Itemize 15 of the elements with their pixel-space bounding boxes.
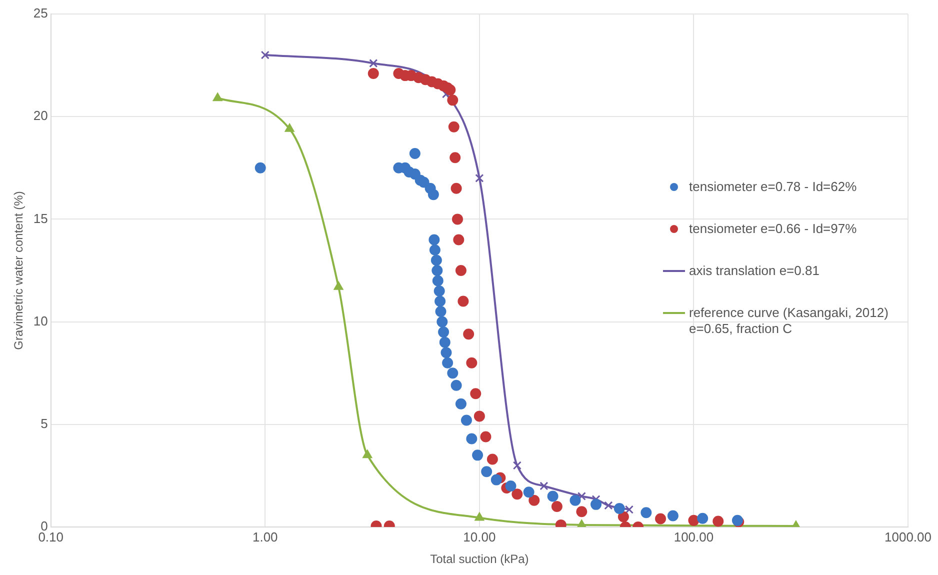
legend-label: tensiometer e=0.66 - Id=97% [689, 220, 857, 236]
y-tick-label: 10 [33, 313, 48, 328]
legend-label: reference curve (Kasangaki, 2012) e=0.65, fraction C [689, 304, 888, 336]
y-tick-label: 25 [33, 6, 48, 21]
x-tick-label: 1000.00 [884, 529, 932, 544]
x-axis-title: Total suction (kPa) [430, 552, 529, 566]
x-tick-label: 1.00 [252, 529, 278, 544]
x-tick-label: 100.00 [674, 529, 714, 544]
y-tick-label: 5 [40, 416, 48, 431]
y-tick-label: 15 [33, 210, 48, 226]
legend-label: tensiometer e=0.78 - Id=62% [689, 178, 857, 194]
x-tick-label: 10.00 [463, 529, 496, 544]
y-tick-label: 20 [33, 108, 48, 124]
y-axis-title: Gravimetric water content (%) [12, 191, 26, 350]
legend-label: axis translation e=0.81 [689, 262, 820, 278]
